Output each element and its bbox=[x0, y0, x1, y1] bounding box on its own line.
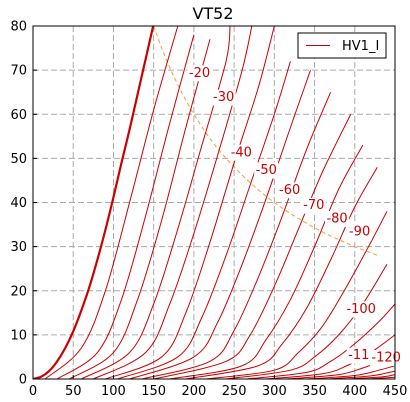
series-line bbox=[153, 114, 352, 379]
curve-label-bg bbox=[211, 89, 236, 106]
series-line bbox=[44, 26, 179, 379]
grid bbox=[33, 26, 395, 379]
dissipation-curve bbox=[153, 26, 380, 257]
legend-entry: HV1_I bbox=[342, 39, 379, 54]
plot-frame bbox=[32, 25, 396, 380]
curve-label: -80 bbox=[326, 211, 347, 226]
curve-label: -50 bbox=[256, 163, 277, 178]
x-tick-label: 50 bbox=[65, 384, 82, 399]
series-line bbox=[81, 26, 231, 379]
curve-label-bg bbox=[301, 197, 326, 214]
curve-label: -120 bbox=[371, 350, 401, 365]
legend: HV1_I bbox=[297, 32, 387, 59]
x-tick-label: 400 bbox=[342, 384, 367, 399]
y-tick-label: 30 bbox=[10, 240, 27, 255]
series-line bbox=[68, 39, 211, 379]
chart-title: VT52 bbox=[192, 4, 233, 23]
series-line bbox=[246, 303, 395, 379]
series-line bbox=[33, 26, 155, 379]
x-tick-label: 250 bbox=[222, 384, 247, 399]
curve-label: -40 bbox=[231, 145, 252, 160]
curve-labels: -20-30 -40 -50-60-70-80-90 -100 -11 -120 bbox=[187, 65, 403, 366]
series-line bbox=[185, 166, 378, 379]
curve-label: -100 bbox=[346, 302, 376, 317]
curve-label-bg bbox=[187, 65, 212, 82]
ticks: 0 50 100 150 200 250 300 350 400 450 0 10 20 30 40 50 60… bbox=[10, 20, 407, 400]
curve-label-bg bbox=[254, 162, 279, 179]
series-line bbox=[105, 26, 275, 379]
series-line bbox=[129, 69, 312, 379]
y-tick-label: 80 bbox=[10, 20, 27, 35]
series-line bbox=[306, 365, 395, 379]
curve-label-bg bbox=[346, 347, 371, 364]
x-tick-label: 300 bbox=[262, 384, 287, 399]
curve-label: -30 bbox=[213, 90, 234, 105]
x-tick-label: 150 bbox=[141, 384, 166, 399]
y-tick-label: 20 bbox=[10, 284, 27, 299]
curve-label: -20 bbox=[189, 66, 210, 81]
x-tick-label: 100 bbox=[101, 384, 126, 399]
curve-label-bg bbox=[324, 210, 350, 227]
series-line bbox=[169, 144, 364, 379]
series-line bbox=[93, 26, 253, 379]
y-tick-label: 40 bbox=[10, 196, 27, 211]
curve-label-bg bbox=[277, 182, 302, 199]
curve-label: -70 bbox=[303, 198, 324, 213]
x-tick-label: 450 bbox=[383, 384, 408, 399]
series-line bbox=[56, 34, 195, 379]
curves bbox=[33, 26, 395, 379]
series-line bbox=[205, 211, 388, 379]
curve-label-bg bbox=[347, 224, 372, 241]
series-line bbox=[141, 91, 332, 379]
series-line bbox=[266, 334, 395, 379]
y-tick-label: 60 bbox=[10, 108, 27, 123]
x-tick-label: 200 bbox=[181, 384, 206, 399]
y-tick-label: 50 bbox=[10, 152, 27, 167]
curve-label-bg bbox=[369, 349, 403, 366]
curve-label-bg bbox=[229, 144, 254, 161]
curve-label-bg bbox=[344, 301, 378, 318]
x-tick-label: 0 bbox=[29, 384, 37, 399]
x-tick-label: 350 bbox=[302, 384, 327, 399]
y-tick-label: 70 bbox=[10, 64, 27, 79]
series-line bbox=[326, 370, 395, 379]
curve-label: -60 bbox=[279, 183, 300, 198]
series-line bbox=[117, 61, 291, 379]
curve-label: -90 bbox=[349, 225, 370, 240]
curve-label: -11 bbox=[348, 348, 369, 363]
y-tick-label: 0 bbox=[19, 373, 27, 388]
y-tick-label: 10 bbox=[10, 328, 27, 343]
